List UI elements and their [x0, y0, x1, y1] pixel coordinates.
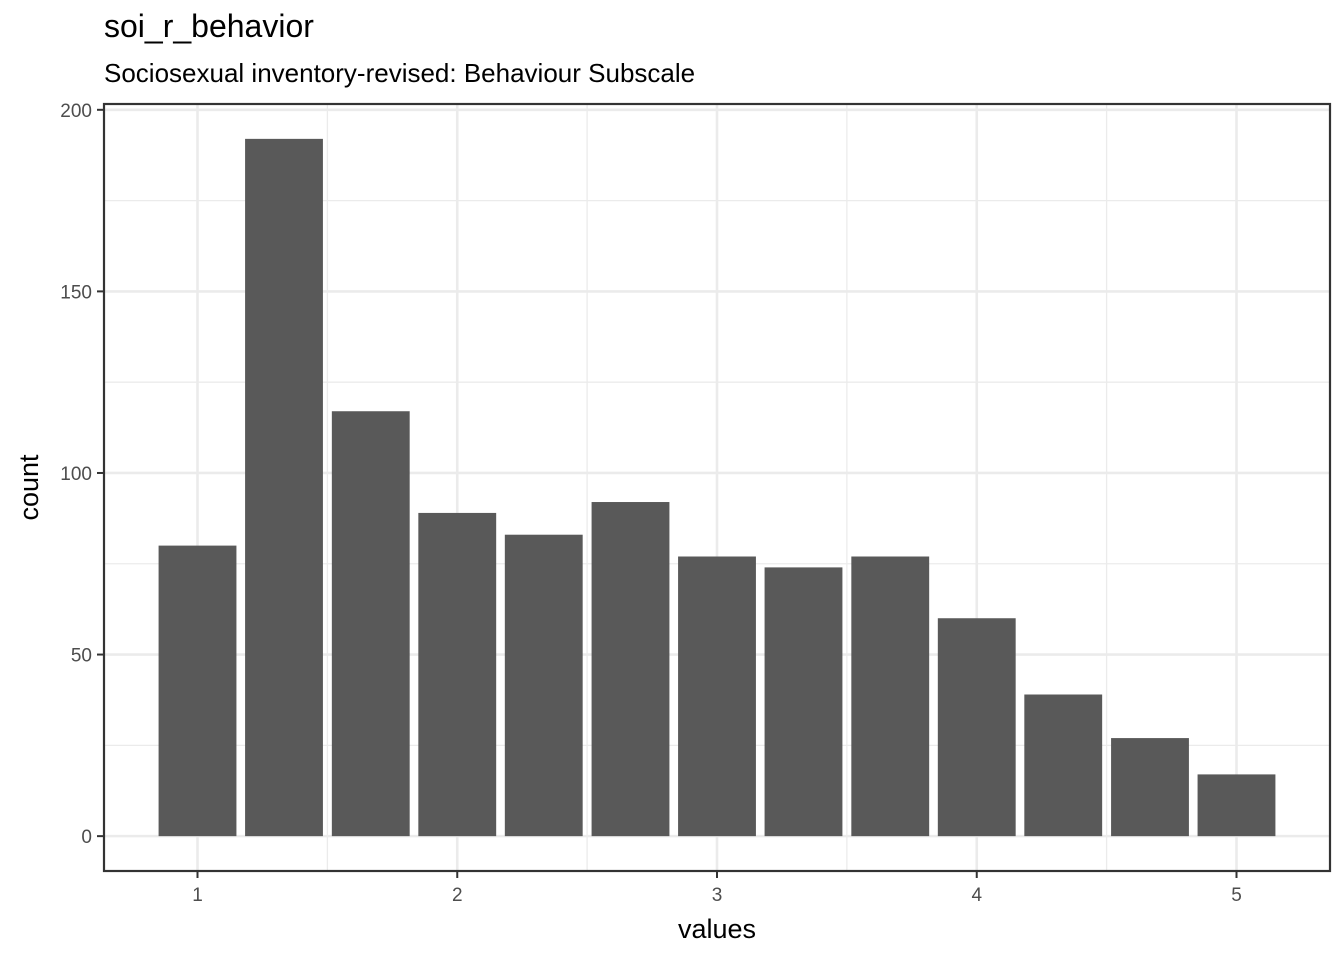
- y-tick-label: 0: [81, 827, 92, 848]
- histogram-bar: [504, 534, 583, 837]
- histogram-bar: [591, 502, 670, 837]
- chart-subtitle: Sociosexual inventory-revised: Behaviour…: [104, 58, 696, 88]
- bars: [158, 138, 1276, 837]
- histogram-bar: [678, 556, 756, 837]
- x-tick-label: 2: [452, 885, 463, 906]
- histogram-bar: [1197, 774, 1276, 837]
- histogram-bar: [764, 567, 843, 837]
- chart-title: soi_r_behavior: [104, 8, 314, 44]
- x-tick-label: 4: [971, 885, 982, 906]
- y-axis: 0 50 100 150 200: [60, 101, 104, 848]
- x-axis-title: values: [678, 914, 756, 944]
- y-tick-label: 150: [60, 282, 92, 303]
- histogram-bar: [851, 556, 930, 837]
- x-tick-label: 1: [192, 885, 203, 906]
- histogram-bar: [418, 512, 497, 837]
- y-tick-label: 50: [71, 646, 92, 667]
- x-tick-label: 5: [1231, 885, 1242, 906]
- histogram-bar: [937, 618, 1016, 837]
- y-axis-title: count: [14, 454, 44, 521]
- histogram-bar: [331, 411, 410, 837]
- histogram-bar: [1111, 738, 1189, 837]
- histogram-bar: [245, 138, 323, 837]
- histogram-bar: [158, 545, 237, 837]
- x-tick-label: 3: [712, 885, 723, 906]
- y-tick-label: 200: [60, 101, 92, 122]
- y-tick-label: 100: [60, 464, 92, 485]
- x-axis: 1 2 3 4 5: [192, 871, 1242, 906]
- histogram-bar: [1024, 694, 1103, 837]
